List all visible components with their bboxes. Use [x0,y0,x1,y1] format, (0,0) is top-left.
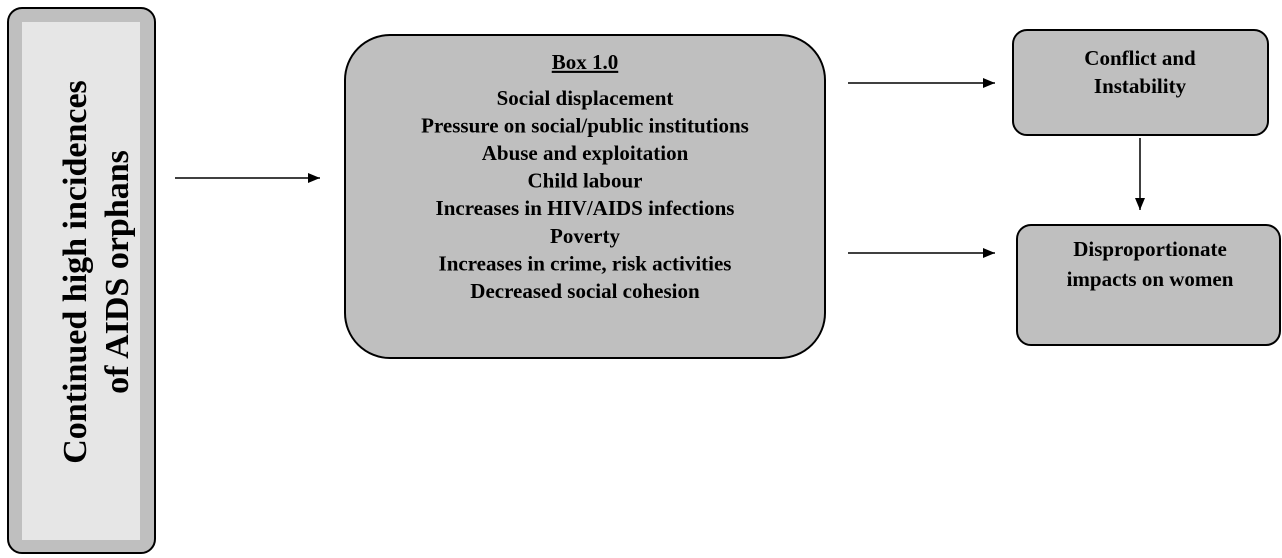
source-line: of AIDS orphans [99,150,136,394]
box-item: Increases in HIV/AIDS infections [436,196,735,220]
box-item: Child labour [528,169,643,193]
outcome-box [1016,224,1281,346]
box-item: Social displacement [497,86,674,110]
box-item: Poverty [550,224,620,248]
effects-text: Box 1.0 Social displacement Pressure on s… [421,50,749,303]
box-item: Decreased social cohesion [470,279,700,303]
source-line: Continued high incidences [57,80,94,464]
outcome-box [1012,29,1269,136]
outcome-line: Disproportionate [1073,237,1227,261]
source-text: Continued high incidences of AIDS orphan… [57,80,136,464]
box-item: Pressure on social/public institutions [421,113,749,137]
effects-box [344,34,826,359]
box-item: Abuse and exploitation [482,141,689,165]
outcome-line: Instability [1094,74,1187,98]
box-item: Increases in crime, risk activities [439,251,732,275]
outcome-line: Conflict and [1084,46,1196,70]
source-inner [22,22,140,540]
outcome-line: impacts on women [1067,267,1234,291]
box-heading: Box 1.0 [552,50,619,74]
